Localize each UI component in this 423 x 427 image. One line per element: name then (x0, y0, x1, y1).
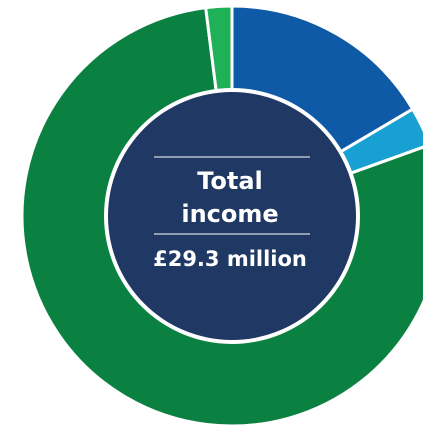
center-label-line1: Total (197, 167, 263, 195)
center-circle (108, 92, 356, 340)
center-label-line2: income (181, 200, 278, 228)
center-total-value: £29.3 million (153, 247, 307, 271)
